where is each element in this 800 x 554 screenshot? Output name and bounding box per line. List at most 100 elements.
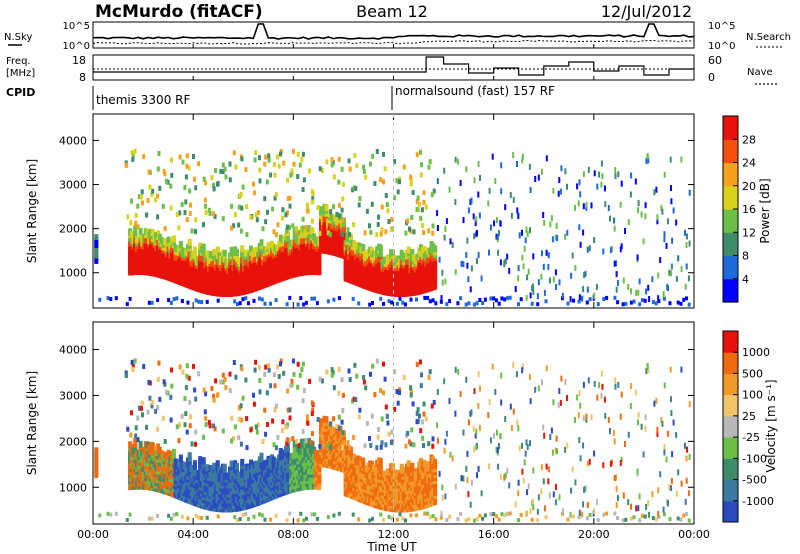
power-cell: [522, 263, 525, 270]
power-cell: [230, 203, 234, 209]
power-cell: [320, 168, 324, 173]
power-cell: [380, 204, 384, 210]
power-cell: [551, 236, 554, 243]
power-cell: [169, 205, 173, 211]
power-cell: [382, 179, 385, 185]
power-cell: [431, 223, 435, 229]
power-cell: [163, 226, 167, 232]
power-cell: [194, 228, 197, 234]
power-cell: [208, 211, 212, 216]
power-cell: [601, 173, 604, 180]
power-cell: [475, 231, 478, 238]
power-cell: [258, 178, 262, 184]
velocity-cell: [171, 448, 176, 456]
power-cell: [431, 230, 435, 236]
power-cell: [470, 265, 473, 272]
ytick-label: 3000: [59, 179, 87, 192]
power-cell: [503, 259, 506, 266]
power-cell: [330, 157, 334, 163]
power-cell: [341, 232, 345, 237]
power-cell: [244, 167, 248, 173]
power-cell: [586, 286, 589, 293]
power-cell: [197, 299, 201, 304]
power-cell: [290, 168, 294, 174]
power-cell: [277, 163, 281, 169]
power-cell: [304, 300, 308, 305]
power-cell: [530, 301, 534, 306]
power-cell: [552, 187, 555, 194]
power-cell: [663, 236, 666, 243]
power-cell: [263, 196, 267, 202]
power-cell: [178, 241, 183, 249]
power-cell: [200, 300, 204, 305]
noise-tick-top-left: 10^5: [63, 21, 90, 32]
power-cell: [621, 302, 625, 307]
power-cell: [130, 198, 133, 204]
power-cell: [330, 162, 334, 168]
velocity-cell: [324, 416, 329, 424]
power-cell: [162, 168, 166, 174]
power-cell: [514, 286, 517, 293]
power-cell: [205, 299, 209, 304]
power-cell: [284, 212, 288, 218]
power-cell: [585, 204, 588, 211]
power-cell: [657, 272, 660, 279]
velocity-cell: [254, 460, 259, 468]
colorbar-tick-label: 28: [742, 133, 756, 146]
power-cell: [249, 245, 253, 253]
power-cell: [252, 190, 256, 196]
power-cell: [503, 297, 507, 302]
power-cell: [131, 157, 135, 162]
power-cell: [500, 188, 503, 195]
power-cell: [477, 160, 480, 167]
power-cell: [680, 266, 683, 273]
power-cell: [337, 202, 341, 208]
power-cell: [640, 298, 644, 303]
power-cell: [158, 185, 162, 191]
velocity-cell: [319, 418, 324, 426]
power-cell: [305, 202, 309, 208]
power-cell: [504, 204, 507, 211]
power-cell: [175, 212, 179, 217]
power-cell: [427, 228, 431, 234]
power-cell: [526, 231, 529, 237]
power-cell: [337, 156, 341, 162]
power-cell: [644, 213, 647, 220]
power-cell: [549, 221, 552, 228]
power-cell: [644, 202, 647, 209]
power-cell: [410, 215, 414, 220]
power-cell: [258, 296, 261, 301]
power-cell: [404, 230, 408, 236]
power-cell: [420, 162, 423, 168]
power-cell: [578, 179, 581, 186]
power-cell: [543, 289, 546, 296]
power-cell: [298, 162, 302, 168]
power-cell: [274, 298, 278, 303]
power-cell: [313, 296, 317, 301]
power-cell: [371, 301, 374, 305]
power-cell: [465, 166, 468, 173]
power-cell: [172, 297, 176, 302]
freq-label: Freq.: [6, 56, 31, 67]
power-cell: [285, 302, 289, 307]
power-cell: [648, 296, 651, 302]
power-cell: [145, 212, 149, 218]
power-cell: [500, 296, 504, 301]
power-colorbar-label: Power [dB]: [758, 178, 772, 243]
power-cell: [665, 242, 668, 249]
power-cell: [281, 207, 285, 213]
power-cell: [688, 240, 691, 247]
power-cell: [212, 186, 216, 192]
power-cell: [154, 232, 158, 238]
power-cell: [521, 153, 524, 160]
power-cell: [365, 208, 369, 214]
power-cell: [436, 210, 439, 217]
power-cell: [221, 216, 225, 222]
power-cell: [619, 201, 622, 208]
power-cell: [516, 161, 518, 167]
power-cell: [125, 302, 129, 307]
power-cell: [286, 196, 290, 202]
power-cell: [269, 172, 273, 178]
power-cell: [161, 203, 165, 209]
